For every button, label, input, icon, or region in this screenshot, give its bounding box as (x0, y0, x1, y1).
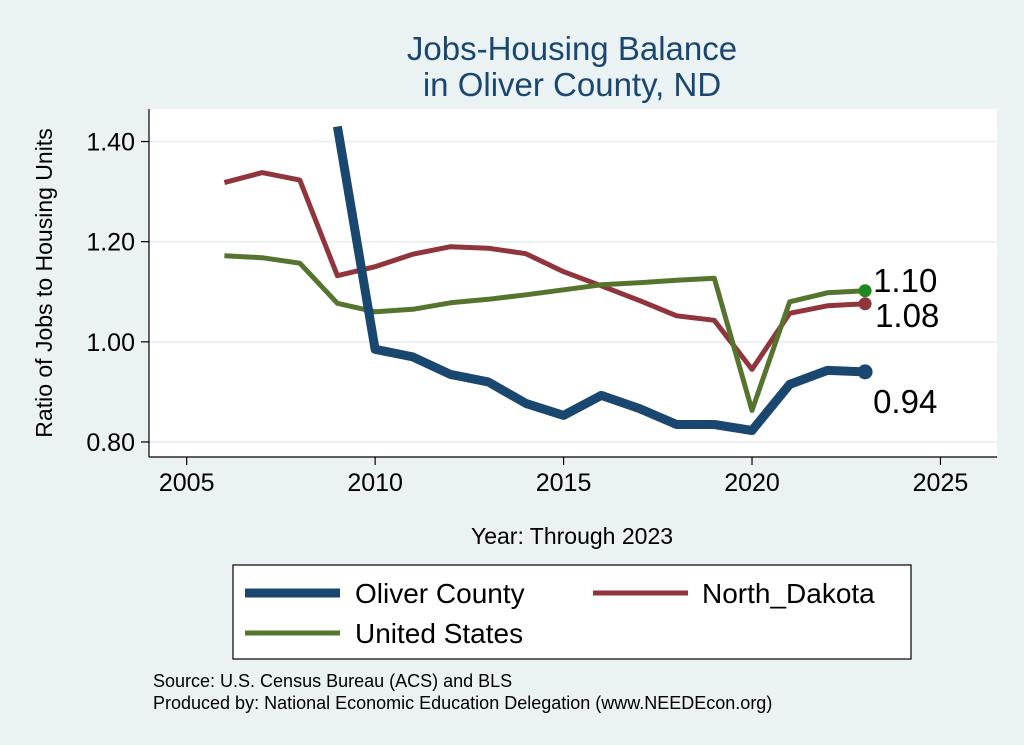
end-markers: 0.94 1.081.10 (857, 262, 939, 420)
plot-area (149, 109, 997, 457)
x-tick-label: 2025 (913, 469, 969, 497)
y-tick-label: 1.40 (86, 129, 135, 157)
end-label-oliver-county: 0.94 (873, 383, 937, 420)
chart-title-line-1: Jobs-Housing Balance (407, 30, 737, 67)
end-label-united-states: 1.10 (873, 262, 937, 299)
end-marker-united-states (858, 284, 872, 298)
y-tick-label: 0.80 (86, 429, 135, 457)
axes (148, 109, 997, 458)
y-tick-label: 1.00 (86, 329, 135, 357)
y-tick-label: 1.20 (86, 229, 135, 257)
series-line-north-dakota (223, 170, 866, 372)
end-label-north-dakota: 1.08 (875, 297, 939, 334)
series-line-united-states (224, 253, 866, 413)
grid-lines (149, 140, 997, 443)
end-marker-oliver-county (857, 364, 873, 380)
ticks: 0.80 1.00 1.20 1.40 2005 2010 2015 2020 2025 (86, 129, 968, 497)
series-line-oliver-county (332, 125, 866, 435)
legend-box (232, 564, 912, 660)
end-marker-north-dakota (858, 297, 872, 311)
x-tick-label: 2020 (724, 469, 780, 497)
x-tick-label: 2010 (347, 469, 403, 497)
series-lines (223, 125, 866, 435)
chart-title-line-2: in Oliver County, ND (423, 66, 721, 103)
source-note: Source: U.S. Census Bureau (ACS) and BLS (153, 671, 512, 691)
legend-label-united-states: United States (355, 618, 523, 649)
legend: Oliver County North_Dakota United States (232, 564, 912, 660)
legend-label-oliver-county: Oliver County (355, 578, 525, 609)
x-tick-label: 2015 (536, 469, 592, 497)
x-tick-label: 2005 (159, 469, 215, 497)
x-axis-label: Year: Through 2023 (471, 523, 673, 549)
legend-label-north-dakota: North_Dakota (702, 578, 875, 609)
produced-by-note: Produced by: National Economic Education… (153, 693, 772, 713)
y-axis-label: Ratio of Jobs to Housing Units (31, 128, 57, 437)
